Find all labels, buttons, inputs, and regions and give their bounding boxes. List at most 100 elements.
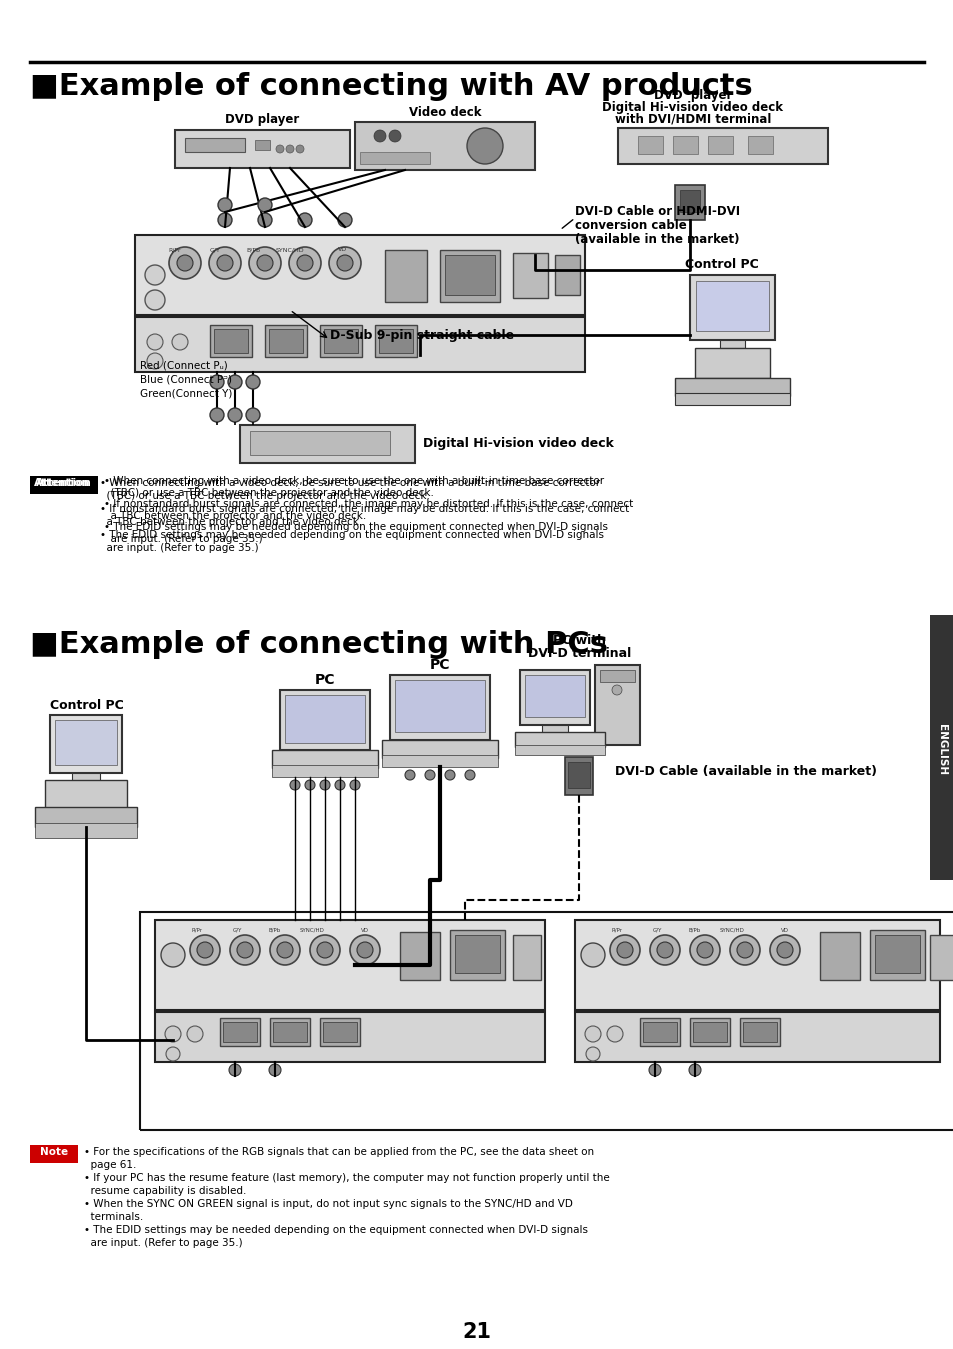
- Bar: [720, 340, 744, 348]
- Bar: [30, 476, 95, 494]
- Bar: [672, 136, 698, 154]
- Bar: [642, 1023, 677, 1041]
- Bar: [381, 741, 497, 758]
- Text: DVI-D terminal: DVI-D terminal: [528, 648, 631, 660]
- Bar: [455, 935, 499, 973]
- Bar: [390, 674, 490, 741]
- Circle shape: [290, 780, 299, 791]
- Bar: [515, 733, 604, 747]
- Bar: [675, 393, 789, 405]
- Bar: [375, 325, 416, 357]
- Text: Green(Connect Y): Green(Connect Y): [140, 389, 233, 398]
- Bar: [575, 1012, 939, 1062]
- Text: • When the SYNC ON GREEN signal is input, do not input sync signals to the SYNC/: • When the SYNC ON GREEN signal is input…: [84, 1199, 572, 1209]
- Circle shape: [286, 144, 294, 152]
- Bar: [210, 325, 252, 357]
- Bar: [319, 1018, 359, 1045]
- Bar: [450, 929, 504, 979]
- Bar: [285, 695, 365, 743]
- Text: • For the specifications of the RGB signals that can be applied from the PC, see: • For the specifications of the RGB sign…: [84, 1147, 594, 1157]
- Text: conversion cable: conversion cable: [575, 219, 686, 232]
- Text: SYNC/HD: SYNC/HD: [299, 928, 324, 934]
- Circle shape: [612, 685, 621, 695]
- Circle shape: [196, 942, 213, 958]
- Bar: [50, 715, 122, 773]
- Bar: [929, 935, 953, 979]
- Bar: [515, 745, 604, 755]
- Circle shape: [657, 942, 672, 958]
- Circle shape: [350, 780, 359, 791]
- Circle shape: [218, 213, 232, 227]
- Text: (available in the market): (available in the market): [575, 233, 739, 246]
- Bar: [240, 425, 415, 463]
- Bar: [154, 920, 544, 1010]
- Text: • If your PC has the resume feature (last memory), the computer may not function: • If your PC has the resume feature (las…: [84, 1174, 609, 1183]
- Circle shape: [166, 1047, 180, 1062]
- Bar: [595, 665, 639, 745]
- Bar: [874, 935, 919, 973]
- Bar: [35, 823, 137, 838]
- Text: D-Sub 9-pin straight cable: D-Sub 9-pin straight cable: [330, 329, 514, 343]
- Text: Blue (Connect Pᵙ): Blue (Connect Pᵙ): [140, 374, 232, 384]
- Text: R/Pr: R/Pr: [611, 928, 622, 934]
- Text: ■Example of connecting with AV products: ■Example of connecting with AV products: [30, 71, 752, 101]
- Circle shape: [216, 255, 233, 271]
- Text: DVI-D Cable or HDMI-DVI: DVI-D Cable or HDMI-DVI: [575, 205, 740, 219]
- Circle shape: [190, 935, 220, 965]
- Bar: [220, 1018, 260, 1045]
- Circle shape: [169, 247, 201, 279]
- Bar: [213, 329, 248, 353]
- Circle shape: [585, 1047, 599, 1062]
- Text: B/Pb: B/Pb: [688, 928, 700, 934]
- Bar: [71, 773, 100, 781]
- Text: VD: VD: [338, 247, 347, 252]
- Bar: [272, 765, 377, 777]
- Bar: [324, 329, 357, 353]
- Text: G/Y: G/Y: [233, 928, 241, 934]
- Bar: [679, 190, 700, 212]
- Circle shape: [337, 213, 352, 227]
- Bar: [55, 720, 117, 765]
- Text: • When connecting with a video deck, be sure to use the one with a built-in time: • When connecting with a video deck, be …: [104, 476, 633, 544]
- Text: are input. (Refer to page 35.): are input. (Refer to page 35.): [100, 544, 258, 553]
- Bar: [541, 724, 567, 733]
- Bar: [567, 762, 589, 788]
- Circle shape: [289, 247, 320, 279]
- Text: Digital Hi-vision video deck: Digital Hi-vision video deck: [422, 437, 613, 451]
- Circle shape: [697, 942, 712, 958]
- Bar: [555, 255, 579, 295]
- Bar: [695, 348, 769, 378]
- Bar: [747, 136, 772, 154]
- Bar: [519, 670, 589, 724]
- Bar: [135, 317, 584, 372]
- Circle shape: [336, 255, 353, 271]
- Circle shape: [177, 255, 193, 271]
- Text: Red (Connect Pᵤ): Red (Connect Pᵤ): [140, 360, 228, 370]
- Text: PC: PC: [429, 658, 450, 672]
- Bar: [45, 780, 127, 808]
- Bar: [185, 138, 245, 152]
- Text: terminals.: terminals.: [84, 1211, 143, 1222]
- Circle shape: [228, 375, 242, 389]
- Bar: [439, 250, 499, 302]
- Text: B/Pb: B/Pb: [246, 247, 260, 252]
- Text: Attention: Attention: [34, 478, 90, 488]
- Text: SYNC/HD: SYNC/HD: [719, 928, 743, 934]
- Text: VD: VD: [781, 928, 788, 934]
- Bar: [359, 152, 430, 165]
- Circle shape: [269, 1064, 281, 1077]
- Bar: [223, 1023, 256, 1041]
- Circle shape: [584, 1027, 600, 1041]
- Bar: [444, 255, 495, 295]
- Circle shape: [609, 935, 639, 965]
- Circle shape: [405, 770, 415, 780]
- Text: 21: 21: [462, 1322, 491, 1342]
- Text: page 61.: page 61.: [84, 1160, 136, 1170]
- Bar: [280, 689, 370, 750]
- Bar: [618, 128, 827, 165]
- Bar: [524, 674, 584, 718]
- Bar: [174, 130, 350, 169]
- Circle shape: [737, 942, 752, 958]
- Circle shape: [147, 353, 163, 370]
- Bar: [323, 1023, 356, 1041]
